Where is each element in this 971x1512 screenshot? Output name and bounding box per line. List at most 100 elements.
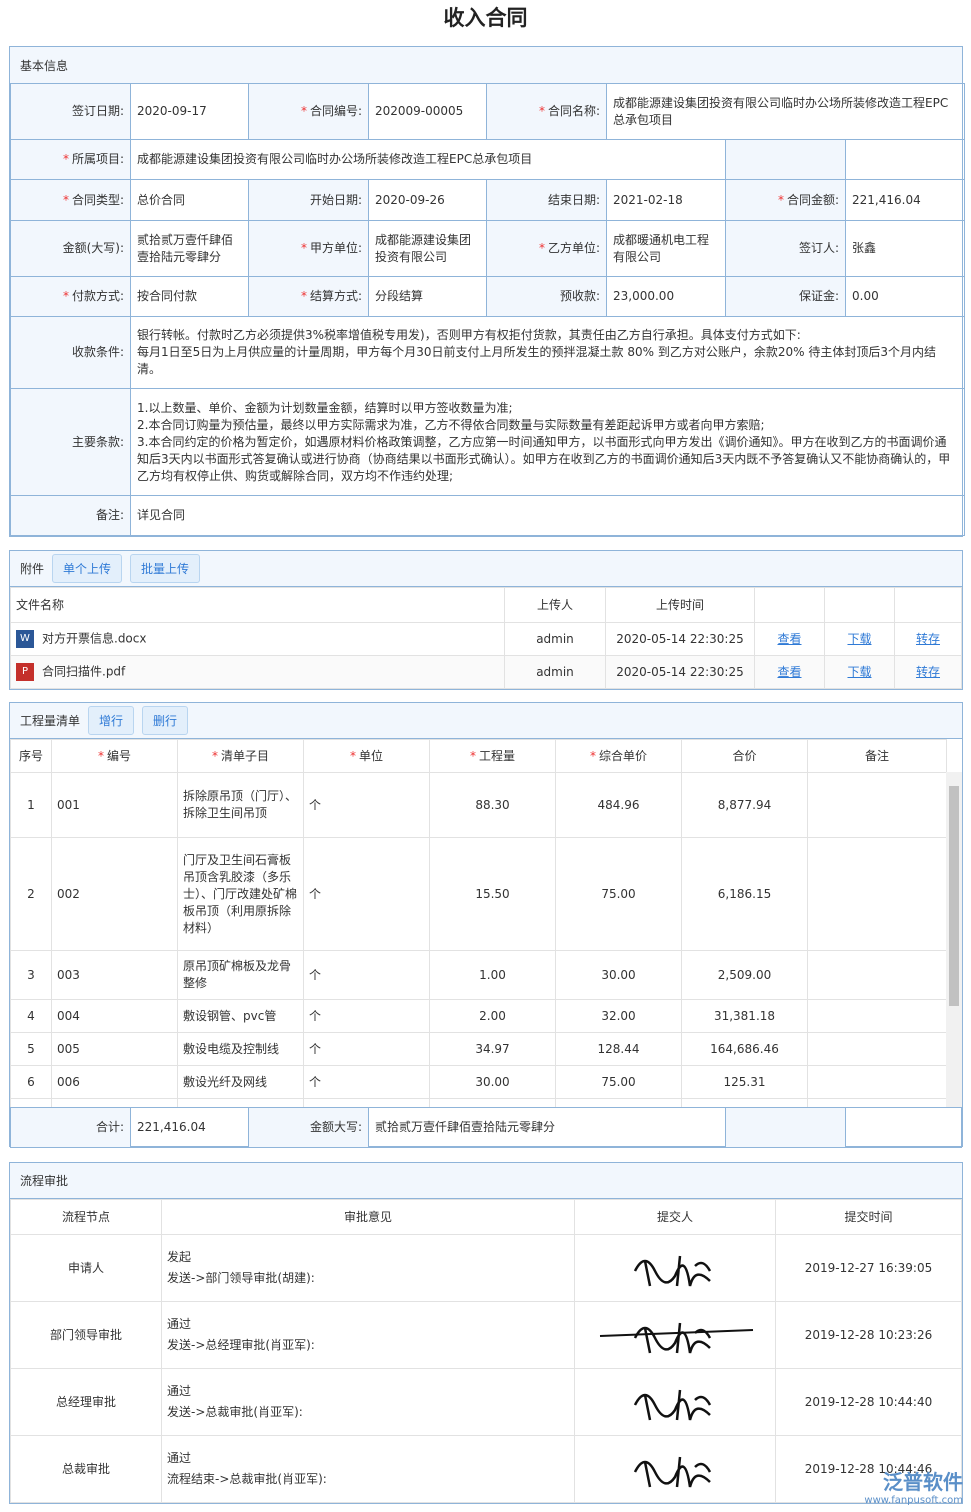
remark: 详见合同 xyxy=(129,495,966,536)
cell: 2,509.00 xyxy=(681,950,808,1000)
cell xyxy=(807,999,947,1033)
cell: 5 xyxy=(10,1032,52,1066)
batch-upload-button[interactable]: 批量上传 xyxy=(130,554,201,583)
table-row: 3 003 原吊顶矿棉板及龙骨整修个 1.00 30.00 2,509.00 xyxy=(10,950,947,1000)
section-title: 流程审批 xyxy=(20,1174,69,1188)
cell: 484.96 xyxy=(555,772,682,838)
single-upload-button[interactable]: 单个上传 xyxy=(52,554,123,583)
cell: 2 xyxy=(10,837,52,951)
contract-no: 202009-00005 xyxy=(368,83,487,140)
cell: 30.00 xyxy=(555,950,682,1000)
delete-row-button[interactable]: 删行 xyxy=(142,706,189,735)
cell: 003 xyxy=(51,950,178,1000)
cell: 31,381.18 xyxy=(681,999,808,1033)
cell xyxy=(807,1032,947,1066)
column-header: * 单位 xyxy=(303,739,430,773)
cell: 1 xyxy=(10,772,52,838)
cell xyxy=(807,1065,947,1099)
cell: 原吊顶矿棉板及龙骨整修 xyxy=(177,950,304,1000)
transfer-link[interactable]: 转存 xyxy=(915,664,940,679)
download-link[interactable]: 下载 xyxy=(847,631,872,646)
cell: 8,877.94 xyxy=(681,772,808,838)
word-icon: W xyxy=(16,630,34,648)
cell: 005 xyxy=(51,1032,178,1066)
cell: 拆除原吊顶（门厅）、拆除卫生间吊顶 xyxy=(177,772,304,838)
contract-type: 总价合同 xyxy=(130,179,249,221)
cell xyxy=(807,837,947,951)
approval-row: 总经理审批 通过 发送->总裁审批(肖亚军): 2019-12-28 10:44:… xyxy=(10,1368,962,1436)
signature-image xyxy=(599,1322,754,1353)
table-row: 4 004 敷设钢管、pvc管个 2.00 32.00 31,381.18 xyxy=(10,999,947,1033)
signer: 张鑫 xyxy=(844,220,966,277)
cell: 个 xyxy=(303,999,430,1033)
boq-total: 合计: 221,416.04 金额大写: 贰拾贰万壹仟肆佰壹拾陆元零肆分 xyxy=(10,1107,962,1148)
page-title: 收入合同 xyxy=(443,6,528,30)
pay-method: 按合同付款 xyxy=(130,276,249,317)
cell: 006 xyxy=(51,1065,178,1099)
cell xyxy=(807,950,947,1000)
approval-table: 流程节点 审批意见 提交人 提交时间 申请人 发起 发送->部门领导审批(胡建): 20… xyxy=(10,1199,962,1503)
total-cn: 贰拾贰万壹仟肆佰壹拾陆元零肆分 xyxy=(368,1107,726,1148)
cell: 125.31 xyxy=(681,1065,808,1099)
cell: 4 xyxy=(10,999,52,1033)
signature-image xyxy=(633,1255,712,1286)
scrollbar[interactable] xyxy=(946,772,962,1107)
cell: 34.97 xyxy=(429,1032,556,1066)
cell: 88.30 xyxy=(429,772,556,838)
cell: 004 xyxy=(51,999,178,1033)
signature-image xyxy=(633,1456,712,1487)
table-row: 6 006 敷设光纤及网线个 30.00 75.00 125.31 xyxy=(10,1065,947,1099)
cell: 30.00 xyxy=(429,1065,556,1099)
deposit: 0.00 xyxy=(844,276,966,317)
column-header: * 综合单价 xyxy=(555,739,682,773)
cell: 15.50 xyxy=(429,837,556,951)
party-a: 成都能源建设集团投资有限公司 xyxy=(368,220,487,277)
file-row: P 合同扫描件.pdf admin 2020-05-14 22:30:25 查看 下… xyxy=(10,655,962,689)
end-date: 2021-02-18 xyxy=(606,179,726,221)
cell: 75.00 xyxy=(555,1065,682,1099)
pdf-icon: P xyxy=(16,663,34,681)
settle-method: 分段结算 xyxy=(368,276,487,317)
cell: 个 xyxy=(303,950,430,1000)
table-row: 5 005 敷设电缆及控制线个 34.97 128.44 164,686.46 xyxy=(10,1032,947,1066)
cell: 002 xyxy=(51,837,178,951)
column-header: * 清单子目 xyxy=(177,739,304,773)
section-title: 附件 xyxy=(20,562,45,576)
boq-section: 工程量清单 增行 删行 序号 * 编号 * 清单子目 * 单位 * 工程量 * 综合单价 合价 备注 1 0… xyxy=(9,702,963,1148)
column-header: * 编号 xyxy=(51,739,178,773)
party-b: 成都暖通机电工程有限公司 xyxy=(606,220,726,277)
cell: 敷设电缆及控制线 xyxy=(177,1032,304,1066)
cell: 门厅及卫生间石膏板吊顶含乳胶漆（多乐士）、门厅改建处矿棉板吊顶（利用原拆除材料） xyxy=(177,837,304,951)
cell: 个 xyxy=(303,837,430,951)
contract-amount: 221,416.04 xyxy=(844,179,966,221)
project: 成都能源建设集团投资有限公司临时办公场所装修改造工程EPC总承包项目 xyxy=(130,139,726,180)
table-row: 1 001 拆除原吊顶（门厅）、拆除卫生间吊顶个 88.30 484.96 8,877.9… xyxy=(10,772,947,838)
file-row: W 对方开票信息.docx admin 2020-05-14 22:30:25 查看… xyxy=(10,622,962,656)
boq-table: 序号 * 编号 * 清单子目 * 单位 * 工程量 * 综合单价 合价 备注 1 001 拆除原吊顶（门厅）、… xyxy=(10,739,947,1107)
prepay: 23,000.00 xyxy=(606,276,726,317)
total: 221,416.04 xyxy=(130,1107,249,1148)
cell: 32.00 xyxy=(555,999,682,1033)
contract-name: 成都能源建设集团投资有限公司临时办公场所装修改造工程EPC总承包项目 xyxy=(605,83,966,140)
start-date: 2020-09-26 xyxy=(368,179,487,221)
transfer-link[interactable]: 转存 xyxy=(915,631,940,646)
basic-info-section: 基本信息 签订日期: 2020-09-17 * 合同编号: 202009-0000… xyxy=(9,46,966,537)
amount-cn: 贰拾贰万壹仟肆佰壹拾陆元零肆分 xyxy=(130,220,249,277)
view-link[interactable]: 查看 xyxy=(777,664,802,679)
cell: 敷设光纤及网线 xyxy=(177,1065,304,1099)
cell: 75.00 xyxy=(555,837,682,951)
cell xyxy=(807,772,947,838)
view-link[interactable]: 查看 xyxy=(777,631,802,646)
section-title: 工程量清单 xyxy=(20,714,81,728)
approval-row: 申请人 发起 发送->部门领导审批(胡建): 2019-12-27 16:39:0… xyxy=(10,1234,962,1302)
approval-row: 总裁审批 通过 流程结束->总裁审批(肖亚军): 2019-12-28 10:44… xyxy=(10,1435,962,1503)
basic-info-table: 签订日期: 2020-09-17 * 合同编号: 202009-00005 * 合同… xyxy=(10,83,966,536)
download-link[interactable]: 下载 xyxy=(847,664,872,679)
column-header: 序号 xyxy=(10,739,52,773)
main-clauses: 1.以上数量、单价、金额为计划数量金额，结算时以甲方签收数量为准; 2.本合同订购… xyxy=(129,388,966,496)
payment-terms: 银行转帐。付款时乙方必须提供3%税率增值税专用发)，否则甲方有权拒付货款，其责任… xyxy=(129,316,966,389)
add-row-button[interactable]: 增行 xyxy=(88,706,135,735)
attachments-section: 附件 单个上传 批量上传 文件名称 上传人 上传时间 W 对方开票信息.docx ad… xyxy=(9,550,963,690)
cell: 128.44 xyxy=(555,1032,682,1066)
column-header: * 工程量 xyxy=(429,739,556,773)
